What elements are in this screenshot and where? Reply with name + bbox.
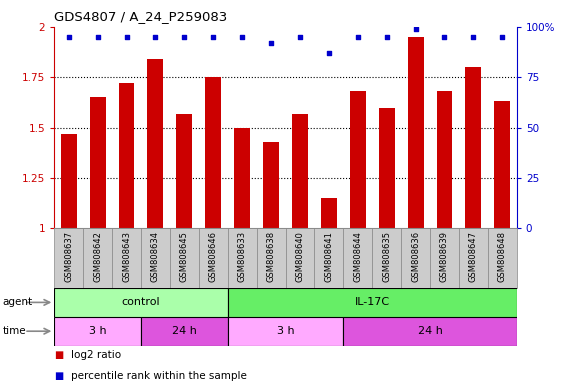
Bar bbox=[379, 108, 395, 228]
Bar bbox=[343, 228, 372, 288]
Point bbox=[180, 34, 189, 40]
Text: control: control bbox=[122, 297, 160, 308]
Bar bbox=[459, 228, 488, 288]
Text: agent: agent bbox=[3, 297, 33, 308]
Bar bbox=[256, 228, 286, 288]
Text: GSM808638: GSM808638 bbox=[267, 231, 276, 282]
Text: GSM808636: GSM808636 bbox=[411, 231, 420, 282]
Bar bbox=[286, 228, 315, 288]
Bar bbox=[228, 317, 343, 346]
Bar bbox=[401, 228, 430, 288]
Text: GSM808637: GSM808637 bbox=[64, 231, 73, 282]
Bar bbox=[430, 228, 459, 288]
Bar bbox=[199, 228, 228, 288]
Text: GSM808634: GSM808634 bbox=[151, 231, 160, 282]
Text: GSM808642: GSM808642 bbox=[93, 231, 102, 282]
Text: 24 h: 24 h bbox=[172, 326, 197, 336]
Bar bbox=[408, 37, 424, 228]
Bar bbox=[343, 317, 517, 346]
Bar bbox=[488, 228, 517, 288]
Text: log2 ratio: log2 ratio bbox=[71, 350, 122, 360]
Point bbox=[151, 34, 160, 40]
Bar bbox=[54, 288, 228, 317]
Text: IL-17C: IL-17C bbox=[355, 297, 390, 308]
Bar bbox=[350, 91, 365, 228]
Bar bbox=[263, 142, 279, 228]
Point bbox=[353, 34, 363, 40]
Text: GSM808639: GSM808639 bbox=[440, 231, 449, 282]
Bar bbox=[372, 228, 401, 288]
Bar bbox=[141, 228, 170, 288]
Bar bbox=[228, 228, 256, 288]
Text: GSM808633: GSM808633 bbox=[238, 231, 247, 282]
Text: GSM808648: GSM808648 bbox=[498, 231, 507, 282]
Text: GSM808644: GSM808644 bbox=[353, 231, 362, 282]
Bar bbox=[494, 101, 510, 228]
Text: GSM808647: GSM808647 bbox=[469, 231, 478, 282]
Bar bbox=[321, 198, 337, 228]
Bar bbox=[315, 228, 343, 288]
Bar bbox=[90, 98, 106, 228]
Bar bbox=[83, 228, 112, 288]
Bar bbox=[437, 91, 452, 228]
Point bbox=[498, 34, 507, 40]
Text: GSM808645: GSM808645 bbox=[180, 231, 189, 282]
Bar bbox=[54, 317, 141, 346]
Bar bbox=[234, 127, 250, 228]
Bar bbox=[119, 83, 134, 228]
Bar bbox=[170, 228, 199, 288]
Bar bbox=[465, 67, 481, 228]
Bar bbox=[112, 228, 141, 288]
Point bbox=[469, 34, 478, 40]
Bar bbox=[141, 317, 228, 346]
Bar bbox=[228, 288, 517, 317]
Point bbox=[64, 34, 73, 40]
Text: percentile rank within the sample: percentile rank within the sample bbox=[71, 371, 247, 381]
Text: GSM808641: GSM808641 bbox=[324, 231, 333, 282]
Text: 3 h: 3 h bbox=[89, 326, 106, 336]
Point bbox=[238, 34, 247, 40]
Bar bbox=[147, 59, 163, 228]
Text: GSM808635: GSM808635 bbox=[382, 231, 391, 282]
Text: time: time bbox=[3, 326, 26, 336]
Text: GSM808643: GSM808643 bbox=[122, 231, 131, 282]
Bar bbox=[292, 114, 308, 228]
Point bbox=[411, 26, 420, 32]
Text: ■: ■ bbox=[54, 350, 63, 360]
Point bbox=[267, 40, 276, 46]
Text: ■: ■ bbox=[54, 371, 63, 381]
Point bbox=[324, 50, 333, 56]
Point bbox=[295, 34, 304, 40]
Bar bbox=[176, 114, 192, 228]
Point bbox=[440, 34, 449, 40]
Text: 24 h: 24 h bbox=[417, 326, 443, 336]
Point bbox=[93, 34, 102, 40]
Bar bbox=[61, 134, 77, 228]
Text: GSM808640: GSM808640 bbox=[295, 231, 304, 282]
Point bbox=[382, 34, 391, 40]
Point bbox=[208, 34, 218, 40]
Text: GDS4807 / A_24_P259083: GDS4807 / A_24_P259083 bbox=[54, 10, 227, 23]
Text: 3 h: 3 h bbox=[277, 326, 294, 336]
Point bbox=[122, 34, 131, 40]
Bar bbox=[206, 77, 221, 228]
Text: GSM808646: GSM808646 bbox=[209, 231, 218, 282]
Bar bbox=[54, 228, 83, 288]
